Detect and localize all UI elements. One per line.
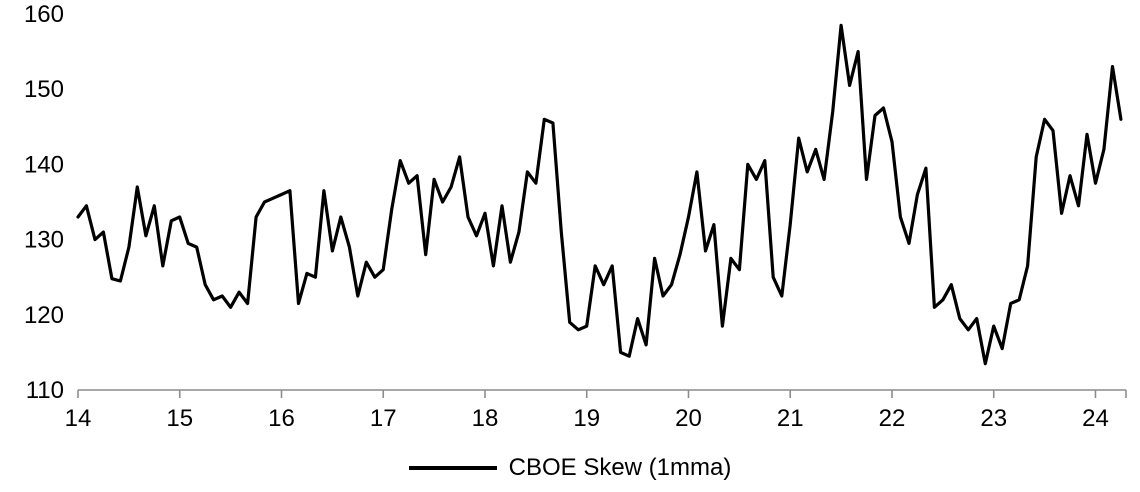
y-axis-label: 130 — [24, 227, 64, 254]
y-axis-label: 140 — [24, 151, 64, 178]
legend-label: CBOE Skew (1mma) — [508, 454, 732, 481]
x-axis-label: 14 — [65, 405, 92, 432]
chart-legend: CBOE Skew (1mma) — [0, 448, 1140, 488]
y-axis-label: 160 — [24, 1, 64, 28]
chart-canvas: 14 15 16 17 18 19 20 21 22 23 24 110 120 130 140 150 160 — [24, 1, 1127, 432]
x-axis-label: 15 — [166, 405, 193, 432]
x-axis-label: 23 — [980, 405, 1007, 432]
legend-line-icon — [408, 466, 497, 470]
x-axis-label: 20 — [675, 405, 702, 432]
x-axis-label: 17 — [370, 405, 397, 432]
x-axis-label: 16 — [268, 405, 295, 432]
y-axis-label: 150 — [24, 76, 64, 103]
y-axis-label: 120 — [24, 302, 64, 329]
x-axis-label: 22 — [879, 405, 906, 432]
series-line-cboe-skew — [76, 23, 1123, 366]
y-axis-label: 110 — [26, 377, 64, 404]
x-axis-label: 21 — [777, 405, 804, 432]
x-axis-label: 18 — [472, 405, 499, 432]
x-axis-label: 24 — [1082, 405, 1109, 432]
x-axis-label: 19 — [573, 405, 600, 432]
